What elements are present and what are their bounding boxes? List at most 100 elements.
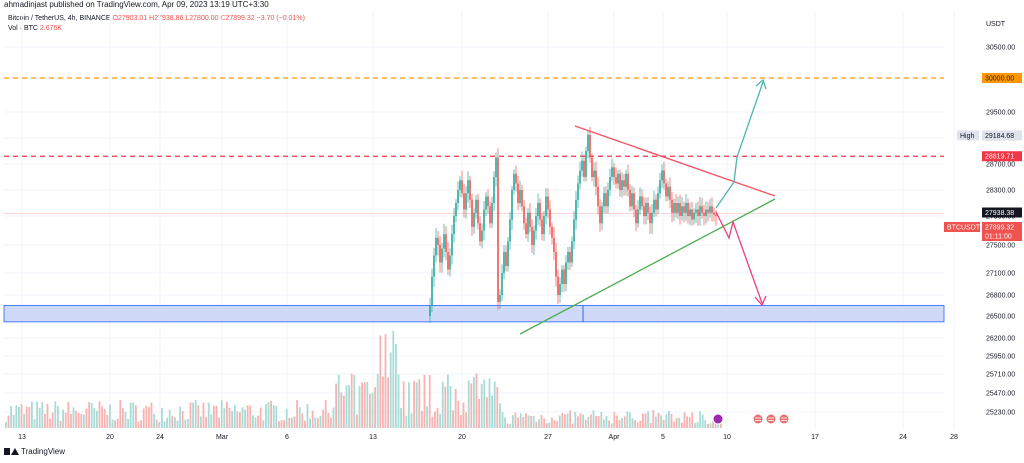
legend-symbol[interactable]: Bitcoin / TetherUS, 4h, BINANCE xyxy=(8,15,111,22)
volume-bar xyxy=(649,423,652,428)
price-axis[interactable]: USDT30500.0030000.0029500.0029100.002870… xyxy=(944,21,1022,417)
support-zone[interactable] xyxy=(3,305,945,323)
candle-body xyxy=(673,203,675,213)
volume-bar xyxy=(720,421,722,428)
volume-bar xyxy=(114,420,116,428)
volume-bar xyxy=(545,423,548,428)
candle-body xyxy=(713,212,715,215)
volume-bar xyxy=(532,416,535,428)
volume-bar xyxy=(145,405,148,428)
volume-bar xyxy=(634,420,636,428)
volume-bar xyxy=(228,407,231,428)
volume-bar xyxy=(236,411,239,428)
us-event-flag-icon[interactable] xyxy=(752,413,764,425)
volume-bar xyxy=(371,392,374,428)
candle-body xyxy=(477,199,479,224)
volume-bar xyxy=(317,418,319,428)
crypto-event-icon[interactable] xyxy=(712,413,724,425)
svg-text:27938.38: 27938.38 xyxy=(985,210,1014,217)
volume-bar xyxy=(688,416,691,428)
volume-bar xyxy=(665,414,668,428)
current-price-tag[interactable]: BTCUSDT 27899.32 01:11:00 xyxy=(944,222,1022,241)
triangle-upper-line[interactable] xyxy=(574,125,776,197)
bearish-projection-arrow[interactable] xyxy=(715,211,763,304)
volume-bar xyxy=(436,407,439,428)
tag-level-28819[interactable]: 28819.71 xyxy=(982,151,1022,162)
candle-body xyxy=(489,206,491,224)
event-icons[interactable] xyxy=(712,413,790,425)
volume-bar xyxy=(46,403,49,428)
candle-body xyxy=(499,295,501,302)
footer-brand: TradingView xyxy=(21,447,66,456)
candle-body xyxy=(715,214,717,217)
candle-body xyxy=(705,209,707,216)
volume-bar xyxy=(561,413,564,428)
legend-ohlc-row: Bitcoin / TetherUS, 4h, BINANCE O27903.0… xyxy=(8,14,305,24)
volume-bar xyxy=(96,410,98,428)
volume-bar xyxy=(148,406,150,428)
volume-bar xyxy=(176,420,179,428)
us-event-flag-icon[interactable] xyxy=(778,413,790,425)
volume-bar xyxy=(88,402,90,428)
volume-bar xyxy=(33,419,36,428)
volume-bar xyxy=(304,420,306,428)
tag-level-30000[interactable]: 30000.00 xyxy=(982,73,1022,83)
candle-body xyxy=(707,209,709,213)
candle-body xyxy=(551,226,553,238)
volume-bar xyxy=(296,400,298,428)
volume-bar xyxy=(15,405,18,428)
volume-bar xyxy=(293,416,296,428)
volume-bar xyxy=(181,411,184,428)
volume-bar xyxy=(501,412,504,428)
volume-bar xyxy=(179,406,181,428)
volume-bar xyxy=(62,409,64,428)
volume-bar xyxy=(166,417,168,428)
volume-bar xyxy=(428,375,431,428)
volume-bar xyxy=(452,410,454,428)
bullish-projection-arrow[interactable] xyxy=(715,81,764,209)
candle-body xyxy=(595,170,597,187)
volume-bar xyxy=(155,419,158,428)
volume-bar xyxy=(124,411,127,428)
volume-bar xyxy=(122,408,124,428)
chart-legend: Bitcoin / TetherUS, 4h, BINANCE O27903.0… xyxy=(8,14,305,34)
candle-body xyxy=(615,177,617,184)
candle-body xyxy=(675,203,677,213)
volume-bar xyxy=(577,416,579,428)
candle-body xyxy=(517,183,519,203)
time-axis[interactable]: 13 20 24 Mar 6 13 20 27 Apr 5 10 17 24 28 xyxy=(18,434,958,441)
candle-body xyxy=(587,134,589,151)
time-tick-label: 20 xyxy=(458,434,466,441)
candle-body xyxy=(641,196,643,207)
volume-bar xyxy=(400,408,402,428)
volume-bar xyxy=(574,412,577,428)
volume-bar xyxy=(207,402,210,428)
volume-bar xyxy=(20,404,23,428)
volume-bar xyxy=(311,410,314,428)
volume-bar xyxy=(283,420,285,428)
volume-bar xyxy=(75,410,77,428)
candle-body xyxy=(691,209,693,220)
volume-bar xyxy=(457,400,460,428)
horizontal-levels[interactable] xyxy=(4,77,944,157)
volume-bar xyxy=(327,412,330,428)
tag-last-price[interactable]: 27938.38 xyxy=(982,207,1022,218)
candle-body xyxy=(639,196,641,210)
candle-body xyxy=(433,255,435,277)
candle-body xyxy=(463,193,465,210)
volume-bar xyxy=(444,386,447,428)
candle-body xyxy=(679,203,681,216)
volume-bar xyxy=(244,409,246,428)
time-tick-label: 24 xyxy=(156,434,164,441)
volume-bar xyxy=(465,412,467,428)
volume-bar xyxy=(421,411,423,428)
volume-bar xyxy=(72,407,75,428)
trend-drawings[interactable] xyxy=(519,78,776,335)
candle-body xyxy=(583,160,585,177)
us-event-flag-icon[interactable] xyxy=(765,413,777,425)
volume-bar xyxy=(382,376,384,428)
candle-body xyxy=(541,219,543,235)
volume-bar xyxy=(405,415,408,428)
volume-bar xyxy=(205,416,207,428)
